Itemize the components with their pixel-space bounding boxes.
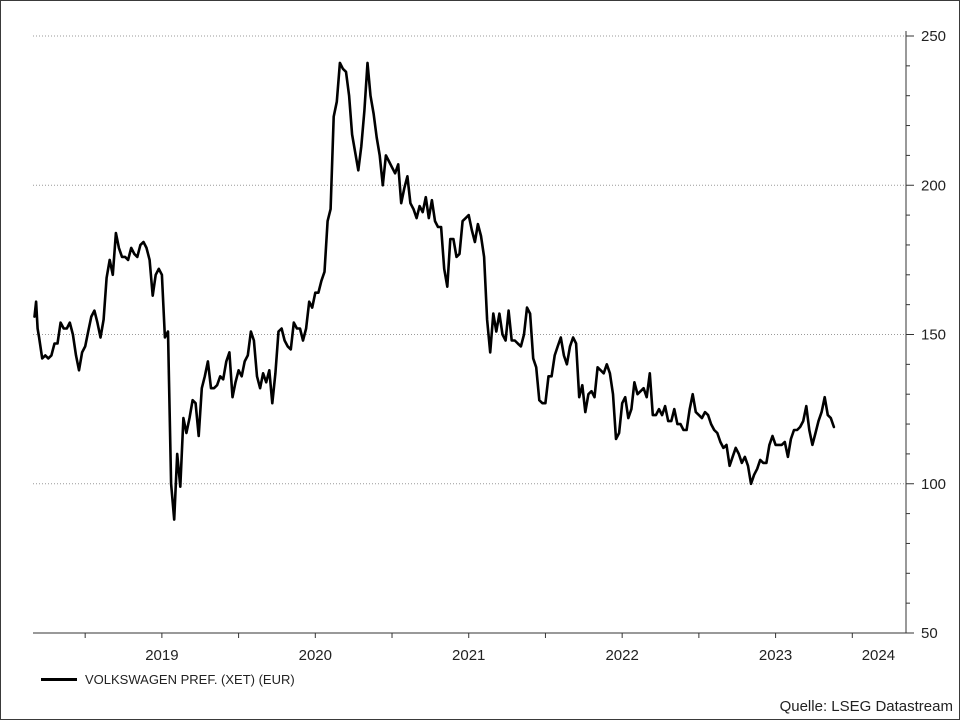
axes-layer: 50 100 150 200 250 2019 2020 2021 2022 2023 2024 [33,28,946,664]
x-tick-label-2020: 2020 [299,647,332,664]
y-tick-label-50: 50 [921,625,938,642]
source-label: Quelle: LSEG Datastream [779,698,953,715]
grid-layer [33,35,906,485]
y-tick-label-100: 100 [921,476,946,493]
legend-swatch [41,678,77,681]
x-tick-label-2019: 2019 [145,647,178,664]
x-tick-label-2023: 2023 [759,647,792,664]
x-tick-label-2022: 2022 [605,647,638,664]
y-tick-label-250: 250 [921,28,946,45]
x-tick-label-2024: 2024 [862,647,895,664]
series-layer [33,61,836,521]
series-line-0 [33,61,836,521]
x-tick-label-2021: 2021 [452,647,485,664]
legend-label: VOLKSWAGEN PREF. (XET) (EUR) [85,672,295,687]
y-tick-label-150: 150 [921,327,946,344]
y-tick-label-200: 200 [921,177,946,194]
legend: VOLKSWAGEN PREF. (XET) (EUR) [41,672,295,687]
